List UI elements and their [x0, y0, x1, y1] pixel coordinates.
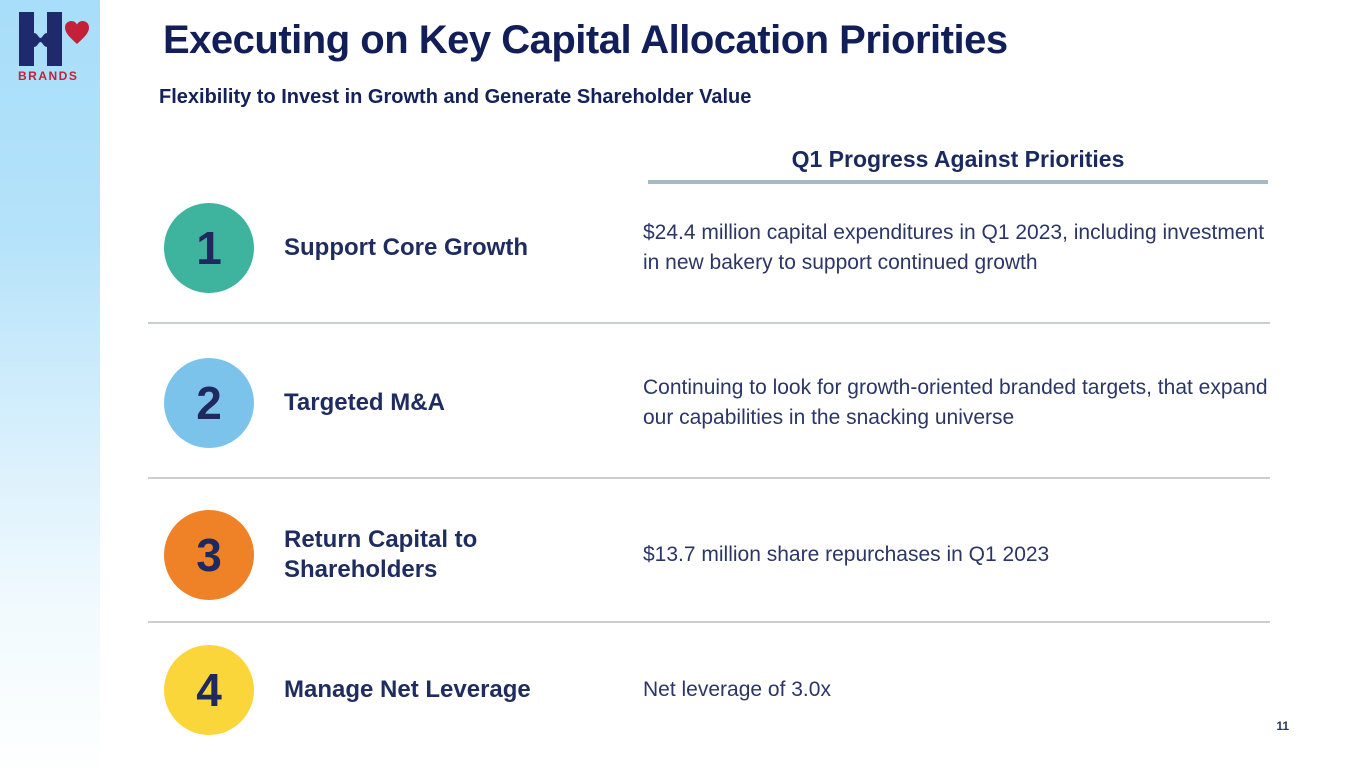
priority-number-badge: 3	[164, 510, 254, 600]
brand-logo: BRANDS	[13, 10, 93, 83]
priority-number-badge: 1	[164, 203, 254, 293]
progress-column-header: Q1 Progress Against Priorities	[791, 146, 1125, 172]
priority-label: Return Capital to Shareholders	[284, 526, 478, 583]
page-subtitle: Flexibility to Invest in Growth and Gene…	[159, 86, 752, 108]
progress-column-underline	[648, 180, 1268, 184]
priority-row-3: 3 Return Capital to Shareholders $13.7 m…	[148, 497, 1272, 613]
priority-row-2: 2 Targeted M&A Continuing to look for gr…	[148, 345, 1272, 461]
priority-progress-text: Net leverage of 3.0x	[643, 678, 831, 701]
priority-row-1: 1 Support Core Growth $24.4 million capi…	[148, 190, 1272, 306]
priority-progress-text: $13.7 million share repurchases in Q1 20…	[643, 543, 1050, 566]
row-divider	[148, 621, 1270, 623]
priority-label: Manage Net Leverage	[284, 676, 531, 703]
priority-progress-text: Continuing to look for growth-oriented b…	[643, 376, 1268, 429]
page-title: Executing on Key Capital Allocation Prio…	[163, 18, 1008, 62]
priority-number-badge: 2	[164, 358, 254, 448]
priority-progress-text: $24.4 million capital expenditures in Q1…	[643, 221, 1265, 274]
priority-label: Support Core Growth	[284, 234, 528, 261]
priority-row-4: 4 Manage Net Leverage Net leverage of 3.…	[148, 632, 1272, 748]
logo-h-mark	[19, 12, 89, 66]
page-number: 11	[1276, 719, 1289, 733]
row-divider	[148, 477, 1270, 479]
priority-label: Targeted M&A	[284, 389, 445, 416]
sidebar-accent-panel	[0, 0, 100, 768]
row-divider	[148, 322, 1270, 324]
priority-number-badge: 4	[164, 645, 254, 735]
heart-icon	[65, 21, 89, 44]
logo-brand-text: BRANDS	[18, 69, 79, 83]
